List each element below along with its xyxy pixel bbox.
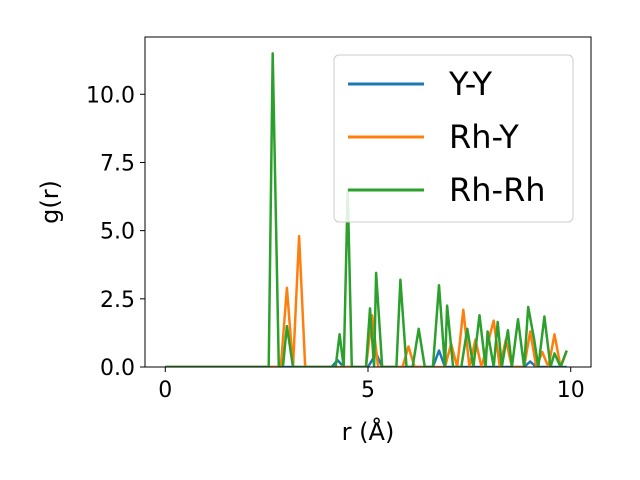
series-line-y-y	[165, 349, 567, 367]
y-tick-label: 10.0	[86, 83, 135, 108]
y-tick-label: 7.5	[100, 151, 135, 176]
x-axis: 0 5 10	[158, 367, 585, 403]
x-axis-label: r (Å)	[342, 417, 395, 446]
x-tick-label: 0	[158, 378, 172, 403]
legend: Y-Y Rh-Y Rh-Rh	[333, 54, 574, 223]
series-line-rh-rh	[165, 52, 568, 367]
series-layer	[165, 52, 568, 367]
y-tick-label: 5.0	[100, 220, 135, 245]
legend-label-rh-rh: Rh-Rh	[449, 171, 546, 209]
y-tick-label: 2.5	[100, 288, 135, 313]
y-axis-label: g(r)	[36, 180, 64, 224]
legend-box	[333, 54, 574, 223]
y-tick-label: 0.0	[100, 356, 135, 381]
legend-label-y-y: Y-Y	[448, 65, 493, 103]
x-tick-label: 5	[361, 378, 375, 403]
x-tick-label: 10	[557, 378, 585, 403]
legend-label-rh-y: Rh-Y	[449, 118, 519, 156]
y-axis: 0.0 2.5 5.0 7.5 10.0	[86, 83, 145, 381]
series-line-rh-y	[165, 234, 568, 367]
